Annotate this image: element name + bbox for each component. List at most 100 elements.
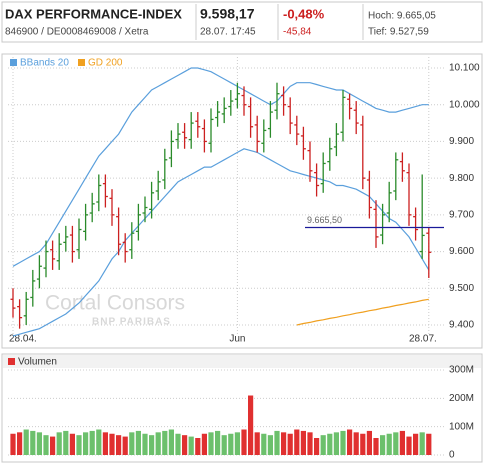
y-tick-label: 9.600 <box>449 246 474 257</box>
volume-bar <box>406 436 412 455</box>
volume-bar <box>155 432 161 455</box>
volume-bar <box>17 432 23 455</box>
volume-bar <box>76 435 82 455</box>
volume-bar <box>320 435 326 455</box>
volume-bar <box>162 430 168 455</box>
volume-bar <box>333 432 339 455</box>
volume-bar <box>360 433 366 455</box>
volume-bar <box>426 433 432 455</box>
volume-bar <box>175 433 181 455</box>
band-upper <box>12 67 429 267</box>
y-tick-label: 0 <box>449 450 455 461</box>
volume-title: Volumen <box>18 357 57 368</box>
volume-bar <box>30 430 36 455</box>
volume-bar <box>201 433 207 455</box>
volume-bar <box>413 433 419 455</box>
volume-bar <box>43 435 49 455</box>
volume-bar <box>294 429 300 455</box>
y-tick-label: 200M <box>449 393 474 404</box>
legend-label: BBands 20 <box>20 58 69 69</box>
volume-bar <box>228 433 234 455</box>
volume-bar <box>89 430 95 455</box>
volume-bar <box>419 432 425 455</box>
header-box <box>1 1 483 43</box>
high: Hoch: 9.665,05 <box>368 11 436 22</box>
x-tick-label: 28.04. <box>9 334 37 345</box>
volume-bar <box>314 438 320 455</box>
time: 28.07. 17:45 <box>200 27 256 38</box>
volume-bar <box>56 432 62 455</box>
y-tick-label: 9.400 <box>449 320 474 331</box>
volume-bar <box>234 432 240 455</box>
volume-bar <box>221 435 227 455</box>
volume-bar <box>353 432 359 455</box>
volume-bar <box>149 435 155 455</box>
y-tick-label: 10.000 <box>449 99 480 110</box>
identifier: 846900 / DE0008469008 / Xetra <box>5 27 149 38</box>
legend-label: GD 200 <box>88 58 123 69</box>
volume-bar <box>399 430 405 455</box>
price: 9.598,17 <box>200 6 255 22</box>
volume-bar <box>83 432 89 455</box>
volume-bar <box>10 433 16 455</box>
y-tick-label: 300M <box>449 365 474 376</box>
volume-bar <box>393 432 399 455</box>
volume-bar <box>340 430 346 455</box>
volume-bar <box>195 438 201 455</box>
volume-bar <box>135 430 141 455</box>
volume-bar <box>261 433 267 455</box>
volume-bar <box>142 433 148 455</box>
x-tick-label: Jun <box>229 334 245 345</box>
change-abs: -45,84 <box>283 27 312 38</box>
volume-bar <box>69 433 75 455</box>
change-pct: -0,48% <box>283 6 325 21</box>
volume-bar <box>63 430 69 455</box>
volume-bar <box>122 436 128 455</box>
volume-bar <box>366 430 372 455</box>
volume-bar <box>281 432 287 455</box>
volume-bar <box>116 435 122 455</box>
watermark: Cortal Consors <box>45 292 185 315</box>
moving-average <box>296 298 429 326</box>
band-lower <box>12 148 430 337</box>
watermark: BNP PARIBAS <box>92 317 171 328</box>
volume-bar <box>373 438 379 455</box>
volume-bar <box>254 432 260 455</box>
volume-icon <box>8 358 15 365</box>
y-tick-label: 10.100 <box>449 63 480 74</box>
volume-bar <box>307 432 313 455</box>
y-tick-label: 9.900 <box>449 136 474 147</box>
volume-bar <box>386 433 392 455</box>
volume-bar <box>168 429 174 455</box>
volume-bar <box>248 395 254 455</box>
volume-bar <box>102 432 108 455</box>
annotation-label: 9.665,50 <box>307 215 342 225</box>
volume-bar <box>23 429 29 455</box>
volume-bar <box>300 430 306 455</box>
y-tick-label: 100M <box>449 421 474 432</box>
volume-bar <box>36 432 42 455</box>
volume-bar <box>380 435 386 455</box>
volume-bar <box>347 429 353 455</box>
volume-bar <box>215 430 221 455</box>
legend-swatch <box>78 59 85 66</box>
legend-swatch <box>10 59 17 66</box>
y-tick-label: 9.700 <box>449 209 474 220</box>
volume-bar <box>274 430 280 455</box>
volume-bar <box>182 435 188 455</box>
volume-bar <box>208 432 214 455</box>
volume-bar <box>129 432 135 455</box>
volume-header <box>3 355 481 368</box>
y-tick-label: 9.800 <box>449 173 474 184</box>
volume-bar <box>241 429 247 455</box>
volume-bar <box>50 436 56 455</box>
volume-bar <box>96 429 102 455</box>
volume-bar <box>327 433 333 455</box>
y-tick-label: 9.500 <box>449 283 474 294</box>
volume-bar <box>287 433 293 455</box>
volume-bar <box>109 433 115 455</box>
low: Tief: 9.527,59 <box>368 27 429 38</box>
x-tick-label: 28.07. <box>409 334 437 345</box>
title: DAX PERFORMANCE-INDEX <box>5 6 182 21</box>
